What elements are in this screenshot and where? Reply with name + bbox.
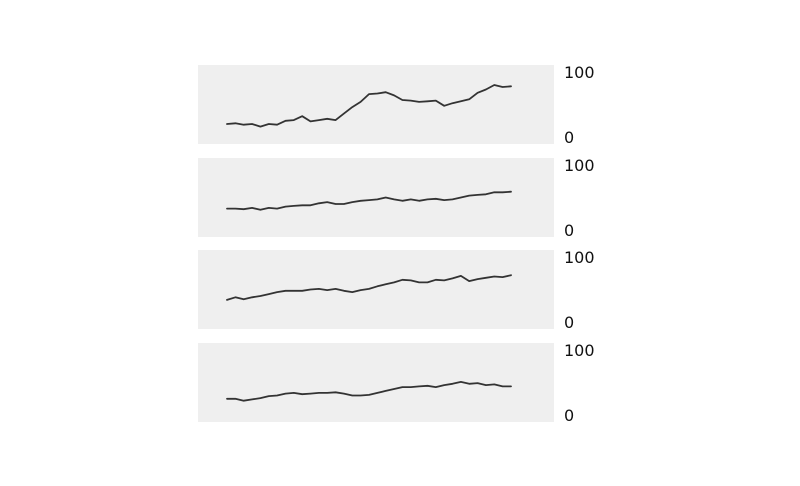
y-tick-label-max: 100 [564, 156, 595, 175]
y-tick-label-min: 0 [564, 313, 574, 332]
y-tick-label-max: 100 [564, 63, 595, 82]
series-line [226, 190, 512, 211]
panel-3: 100 0 [198, 248, 595, 332]
y-tick-label-max: 100 [564, 248, 595, 267]
y-tick-label-min: 0 [564, 128, 574, 147]
panel-1: 100 0 [198, 63, 595, 147]
series-line [226, 274, 512, 301]
y-tick-label-min: 0 [564, 406, 574, 425]
panel-4: 100 0 [198, 341, 595, 425]
panel-background [198, 158, 554, 237]
panel-background [198, 343, 554, 422]
series-line [226, 84, 512, 128]
y-tick-label-max: 100 [564, 341, 595, 360]
panel-background [198, 250, 554, 329]
y-tick-label-min: 0 [564, 221, 574, 240]
panel-2: 100 0 [198, 156, 595, 240]
series-line [226, 380, 512, 402]
panel-background [198, 65, 554, 144]
